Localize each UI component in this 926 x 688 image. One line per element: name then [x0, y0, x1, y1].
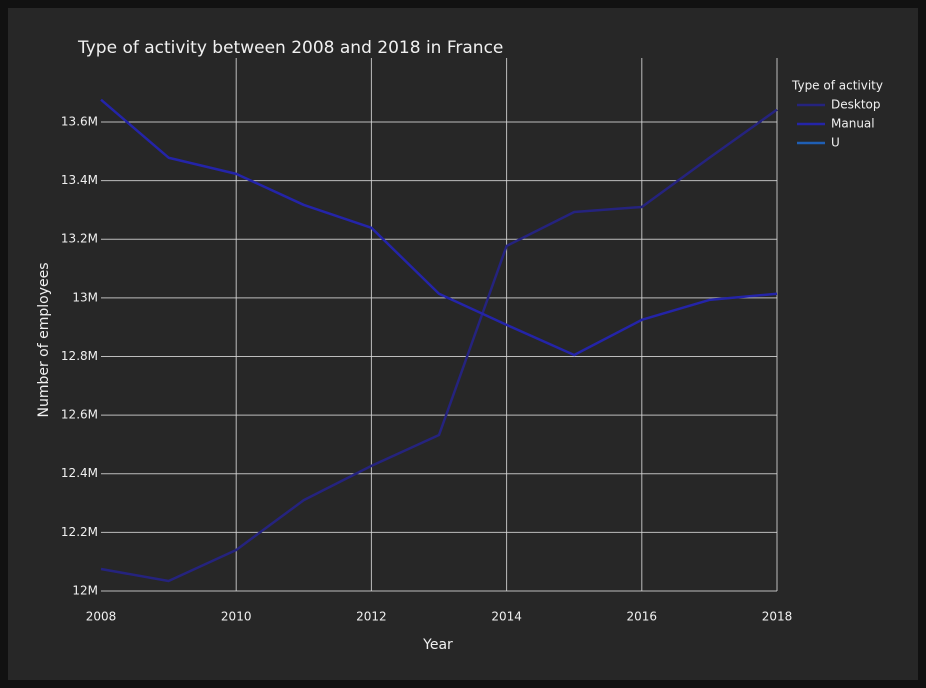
- y-axis-title: Number of employees: [36, 262, 52, 417]
- y-tick-label: 13.6M: [61, 114, 98, 128]
- legend-label: Manual: [831, 117, 875, 131]
- x-axis-title: Year: [422, 637, 453, 653]
- y-tick-label: 12M: [72, 584, 98, 598]
- data-line: [100, 98, 778, 357]
- y-tick-label: 12.8M: [61, 349, 98, 363]
- legend-label: Desktop: [831, 98, 881, 112]
- x-tick-label: 2012: [356, 610, 387, 624]
- y-tick-label: 12.4M: [61, 466, 98, 480]
- legend-label: U: [831, 136, 840, 150]
- y-tick-label: 13.4M: [61, 173, 98, 187]
- chart-title: Type of activity between 2008 and 2018 i…: [77, 38, 503, 58]
- x-tick-label: 2018: [762, 610, 793, 624]
- x-tick-label: 2014: [491, 610, 522, 624]
- x-tick-label: 2010: [221, 610, 252, 624]
- x-tick-label: 2016: [627, 610, 658, 624]
- y-tick-label: 13.2M: [61, 232, 98, 246]
- legend-title: Type of activity: [791, 79, 883, 93]
- data-line: [100, 108, 778, 583]
- x-tick-label: 2008: [86, 610, 117, 624]
- y-tick-label: 13M: [72, 290, 98, 304]
- y-tick-label: 12.6M: [61, 408, 98, 422]
- y-tick-label: 12.2M: [61, 525, 98, 539]
- background: [8, 8, 918, 680]
